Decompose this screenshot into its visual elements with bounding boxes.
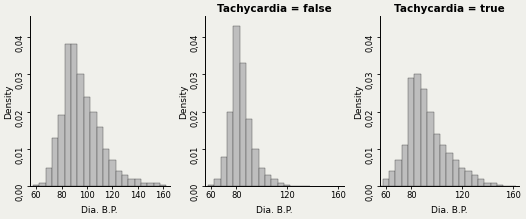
Bar	[453, 160, 459, 186]
Bar	[497, 185, 503, 186]
Bar	[484, 183, 491, 186]
Bar	[128, 179, 135, 186]
Title: Tachycardia = true: Tachycardia = true	[394, 4, 505, 14]
Bar	[446, 153, 453, 186]
Bar	[90, 112, 97, 186]
Bar	[265, 175, 271, 186]
Bar	[154, 183, 160, 186]
Y-axis label: Density: Density	[4, 84, 13, 119]
Bar	[433, 134, 440, 186]
Bar	[33, 185, 39, 186]
Bar	[116, 171, 122, 186]
Bar	[227, 112, 233, 186]
Bar	[383, 179, 389, 186]
Bar	[103, 149, 109, 186]
Bar	[472, 175, 478, 186]
Bar	[135, 179, 141, 186]
Bar	[52, 138, 58, 186]
Bar	[46, 168, 52, 186]
Bar	[402, 145, 408, 186]
Bar	[389, 171, 396, 186]
Bar	[39, 183, 46, 186]
Bar	[414, 74, 421, 186]
Bar	[491, 183, 497, 186]
Bar	[259, 168, 265, 186]
Bar	[459, 168, 466, 186]
Bar	[58, 115, 65, 186]
X-axis label: Dia. B.P.: Dia. B.P.	[256, 206, 293, 215]
Bar	[214, 179, 220, 186]
Bar	[246, 119, 252, 186]
Bar	[109, 160, 116, 186]
Bar	[141, 183, 147, 186]
X-axis label: Dia. B.P.: Dia. B.P.	[431, 206, 468, 215]
X-axis label: Dia. B.P.: Dia. B.P.	[82, 206, 118, 215]
Bar	[122, 175, 128, 186]
Bar	[84, 97, 90, 186]
Y-axis label: Density: Density	[354, 84, 363, 119]
Bar	[408, 78, 414, 186]
Bar	[160, 185, 166, 186]
Bar	[440, 145, 446, 186]
Bar	[421, 89, 427, 186]
Bar	[396, 160, 402, 186]
Bar	[65, 44, 71, 186]
Bar	[278, 183, 284, 186]
Bar	[71, 44, 77, 186]
Bar	[284, 185, 290, 186]
Y-axis label: Density: Density	[179, 84, 188, 119]
Bar	[478, 179, 484, 186]
Bar	[220, 157, 227, 186]
Bar	[208, 185, 214, 186]
Bar	[240, 63, 246, 186]
Bar	[271, 179, 278, 186]
Bar	[147, 183, 154, 186]
Bar	[233, 26, 240, 186]
Bar	[466, 171, 472, 186]
Bar	[427, 112, 433, 186]
Bar	[252, 149, 259, 186]
Title: Tachycardia = false: Tachycardia = false	[217, 4, 332, 14]
Bar	[97, 127, 103, 186]
Bar	[77, 74, 84, 186]
